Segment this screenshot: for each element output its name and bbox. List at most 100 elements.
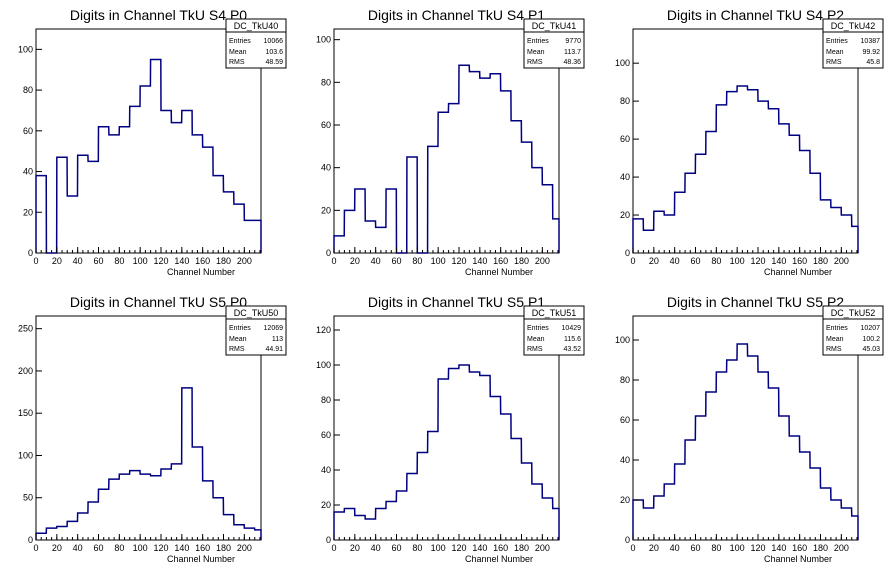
stats-label-rms: RMS	[527, 346, 543, 353]
histogram-bin	[109, 135, 119, 253]
histogram-bin	[664, 484, 674, 540]
histogram-bin	[748, 90, 758, 253]
histogram-bin	[78, 513, 88, 540]
histogram-bin	[501, 91, 511, 253]
histogram-bin	[727, 92, 737, 253]
x-tick-label: 160	[493, 543, 508, 553]
x-tick-label: 140	[174, 543, 189, 553]
histogram-bin	[407, 157, 417, 253]
x-tick-label: 20	[52, 543, 62, 553]
x-tick-label: 80	[711, 256, 721, 266]
stats-label-rms: RMS	[826, 346, 842, 353]
stats-value-rms: 48.59	[265, 59, 283, 66]
histogram-bin	[334, 512, 344, 540]
x-tick-label: 120	[750, 256, 765, 266]
x-tick-label: 100	[133, 543, 148, 553]
y-tick-label: 80	[620, 96, 630, 106]
x-tick-label: 100	[431, 543, 446, 553]
x-tick-label: 180	[514, 543, 529, 553]
histogram-bin	[244, 220, 254, 253]
y-tick-label: 20	[321, 500, 331, 510]
stats-label-rms: RMS	[826, 59, 842, 66]
chart-title: Digits in Channel TkU S5 P2	[667, 294, 844, 310]
y-tick-label: 60	[321, 120, 331, 130]
histogram-bin	[171, 123, 181, 253]
stats-value-entries: 10387	[861, 38, 881, 45]
histogram-bin	[675, 192, 685, 253]
x-tick-label: 160	[493, 256, 508, 266]
histogram-bin	[438, 379, 448, 540]
histogram-bin	[654, 496, 664, 540]
histogram-bin	[748, 356, 758, 540]
plot-frame	[632, 28, 859, 254]
y-tick-label: 60	[321, 430, 331, 440]
histogram-bin	[161, 110, 171, 253]
histogram-bin	[449, 104, 459, 253]
stats-name: DC_TkU50	[234, 308, 279, 318]
histogram-bin	[654, 211, 664, 253]
y-tick-label: 50	[23, 493, 33, 503]
chart-title: Digits in Channel TkU S5 P0	[70, 294, 247, 310]
stats-value-rms: 44.91	[265, 346, 283, 353]
histogram-bin	[344, 509, 354, 541]
histogram-bin	[203, 481, 213, 540]
plot-frame	[632, 315, 859, 541]
x-tick-label: 200	[834, 256, 849, 266]
x-tick-label: 60	[93, 256, 103, 266]
histogram-outline	[35, 58, 262, 254]
y-tick-label: 0	[625, 248, 630, 258]
stats-value-mean: 115.6	[564, 336, 581, 343]
histogram-bin	[428, 432, 438, 541]
histogram-bin	[852, 516, 858, 540]
x-tick-label: 40	[73, 256, 83, 266]
stats-label-entries: Entries	[527, 325, 549, 332]
histogram-bin	[727, 360, 737, 540]
y-tick-label: 40	[620, 172, 630, 182]
y-tick-label: 150	[18, 408, 33, 418]
histogram-bin	[758, 101, 768, 253]
histogram-bin	[768, 109, 778, 253]
stats-label-rms: RMS	[527, 59, 543, 66]
stats-box	[822, 18, 884, 69]
x-tick-label: 100	[730, 256, 745, 266]
histogram-bin	[386, 189, 396, 253]
y-tick-label: 200	[18, 366, 33, 376]
histogram-bin	[821, 200, 831, 253]
stats-label-mean: Mean	[229, 49, 247, 56]
histogram-pad-6: Digits in Channel TkU S5 P2 0 20 40 60 80 100 1…	[615, 294, 884, 564]
x-axis-label: Channel Number	[764, 267, 832, 277]
histogram-outline	[333, 64, 560, 254]
histogram-bin	[397, 491, 407, 540]
stats-value-mean: 99.92	[862, 49, 880, 56]
x-tick-label: 180	[216, 543, 231, 553]
x-tick-label: 200	[535, 543, 550, 553]
histogram-bin	[213, 498, 223, 540]
stats-name: DC_TkU52	[831, 308, 876, 318]
histogram-bin	[501, 414, 511, 540]
chart-title: Digits in Channel TkU S5 P1	[368, 294, 545, 310]
histogram-bin	[459, 65, 469, 253]
x-tick-label: 160	[792, 256, 807, 266]
histogram-bin	[449, 369, 459, 541]
histogram-bin	[57, 157, 67, 253]
histogram-bin	[255, 220, 261, 253]
x-tick-label: 160	[792, 543, 807, 553]
stats-value-entries: 10066	[264, 38, 284, 45]
stats-label-rms: RMS	[229, 346, 245, 353]
histogram-bin	[768, 388, 778, 540]
histogram-bin	[151, 476, 161, 540]
histogram-pad-2: Digits in Channel TkU S4 P1 0 20 40 60 80 100 1…	[316, 7, 585, 277]
histogram-bin	[706, 392, 716, 540]
histogram-bin	[480, 376, 490, 541]
x-tick-label: 200	[535, 256, 550, 266]
plot-frame	[333, 28, 560, 254]
x-tick-label: 140	[771, 543, 786, 553]
histogram-bin	[841, 508, 851, 540]
x-tick-label: 60	[391, 256, 401, 266]
histogram-bin	[831, 500, 841, 540]
x-tick-label: 100	[133, 256, 148, 266]
histogram-bin	[542, 498, 552, 540]
stats-value-entries: 12069	[264, 325, 284, 332]
x-tick-label: 120	[153, 256, 168, 266]
histogram-bin	[234, 204, 244, 253]
